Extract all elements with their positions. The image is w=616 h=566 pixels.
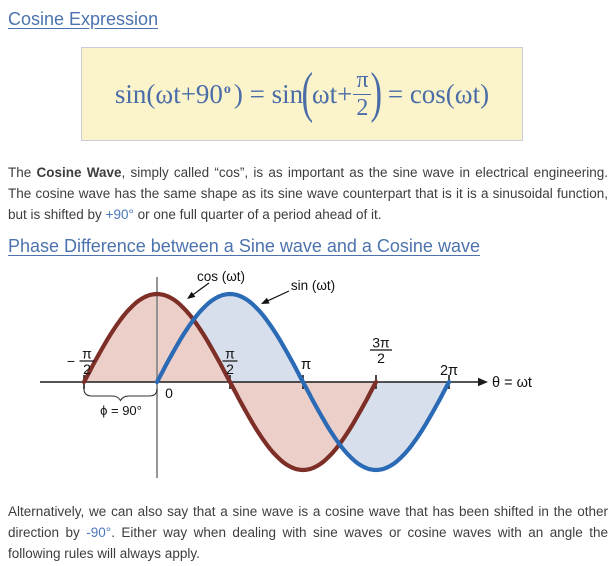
sin-curve-label: sin (ωt) xyxy=(291,278,335,293)
tick-label-three-half-pi-den: 2 xyxy=(377,350,385,366)
tick-label-minus-half-pi-den: 2 xyxy=(83,361,91,377)
cos-curve-label: cos (ωt) xyxy=(197,269,245,284)
phase-shift-label: ϕ = 90° xyxy=(100,403,142,418)
cosine-formula: sin(ωt+90o) = sin(ωt+ π 2) = cos(ωt) xyxy=(114,62,490,125)
tick-label-minus-half-pi-num: π xyxy=(82,346,92,362)
origin-label: 0 xyxy=(165,385,173,401)
cos-label-arrow-head-icon xyxy=(187,291,196,299)
axis-arrowhead-icon xyxy=(478,377,488,387)
fraction-denominator: 2 xyxy=(353,93,372,120)
degree-superscript: o xyxy=(223,81,231,97)
formula-box: sin(ωt+90o) = sin(ωt+ π 2) = cos(ωt) xyxy=(81,47,523,141)
formula-inner: ωt+ xyxy=(311,78,353,109)
formula-part2: ) = sin xyxy=(233,78,304,109)
heading-cosine-expression[interactable]: Cosine Expression xyxy=(8,9,159,29)
text-segment: or one full quarter of a period ahead of… xyxy=(133,207,382,222)
text-segment: , simply called “cos”, is as important a… xyxy=(8,165,608,222)
paragraph-cosine-wave: The Cosine Wave, simply called “cos”, is… xyxy=(8,162,608,225)
phase-difference-figure: cos (ωt) sin (ωt) 0 π 2π θ = ωt ϕ = 90° π 2− π 2 3π… xyxy=(0,263,616,495)
axis-title: θ = ωt xyxy=(492,375,532,391)
tick-label-2pi: 2π xyxy=(440,363,458,379)
tick-label-pi: π xyxy=(301,356,311,373)
phase-brace xyxy=(83,388,158,402)
phase-diagram: cos (ωt)sin (ωt)0π 2πθ = ωtϕ = 90°π2− π23π… xyxy=(40,269,532,478)
cos-label-arrow xyxy=(191,282,210,296)
sine-curve xyxy=(154,291,452,473)
cosine-curve xyxy=(81,291,379,473)
sin-label-arrow-head-icon xyxy=(261,297,270,304)
text-segment: -90° xyxy=(86,525,112,540)
tick-label-half-pi-num: π xyxy=(225,346,235,362)
text-segment: +90° xyxy=(105,207,134,222)
heading-phase-difference[interactable]: Phase Difference between a Sine wave and… xyxy=(8,236,480,256)
text-segment: Alternatively, we can also say that a si… xyxy=(8,504,608,540)
tick-label-half-pi-den: 2 xyxy=(226,361,234,377)
text-segment: The xyxy=(8,165,37,180)
text-segment: Cosine Wave xyxy=(36,165,122,180)
formula-part1: sin(ωt+90 xyxy=(114,78,223,109)
tick-label-three-half-pi-num: 3π xyxy=(372,335,390,351)
fraction-numerator: π xyxy=(356,67,369,94)
formula-part3: = cos(ωt) xyxy=(381,78,490,109)
tick-label-minus-half-pi-minus: − xyxy=(67,353,75,369)
sin-label-arrow xyxy=(266,290,290,303)
text-segment: . Either way when dealing with sine wave… xyxy=(8,525,608,561)
paragraph-alternatively: Alternatively, we can also say that a si… xyxy=(8,501,608,564)
